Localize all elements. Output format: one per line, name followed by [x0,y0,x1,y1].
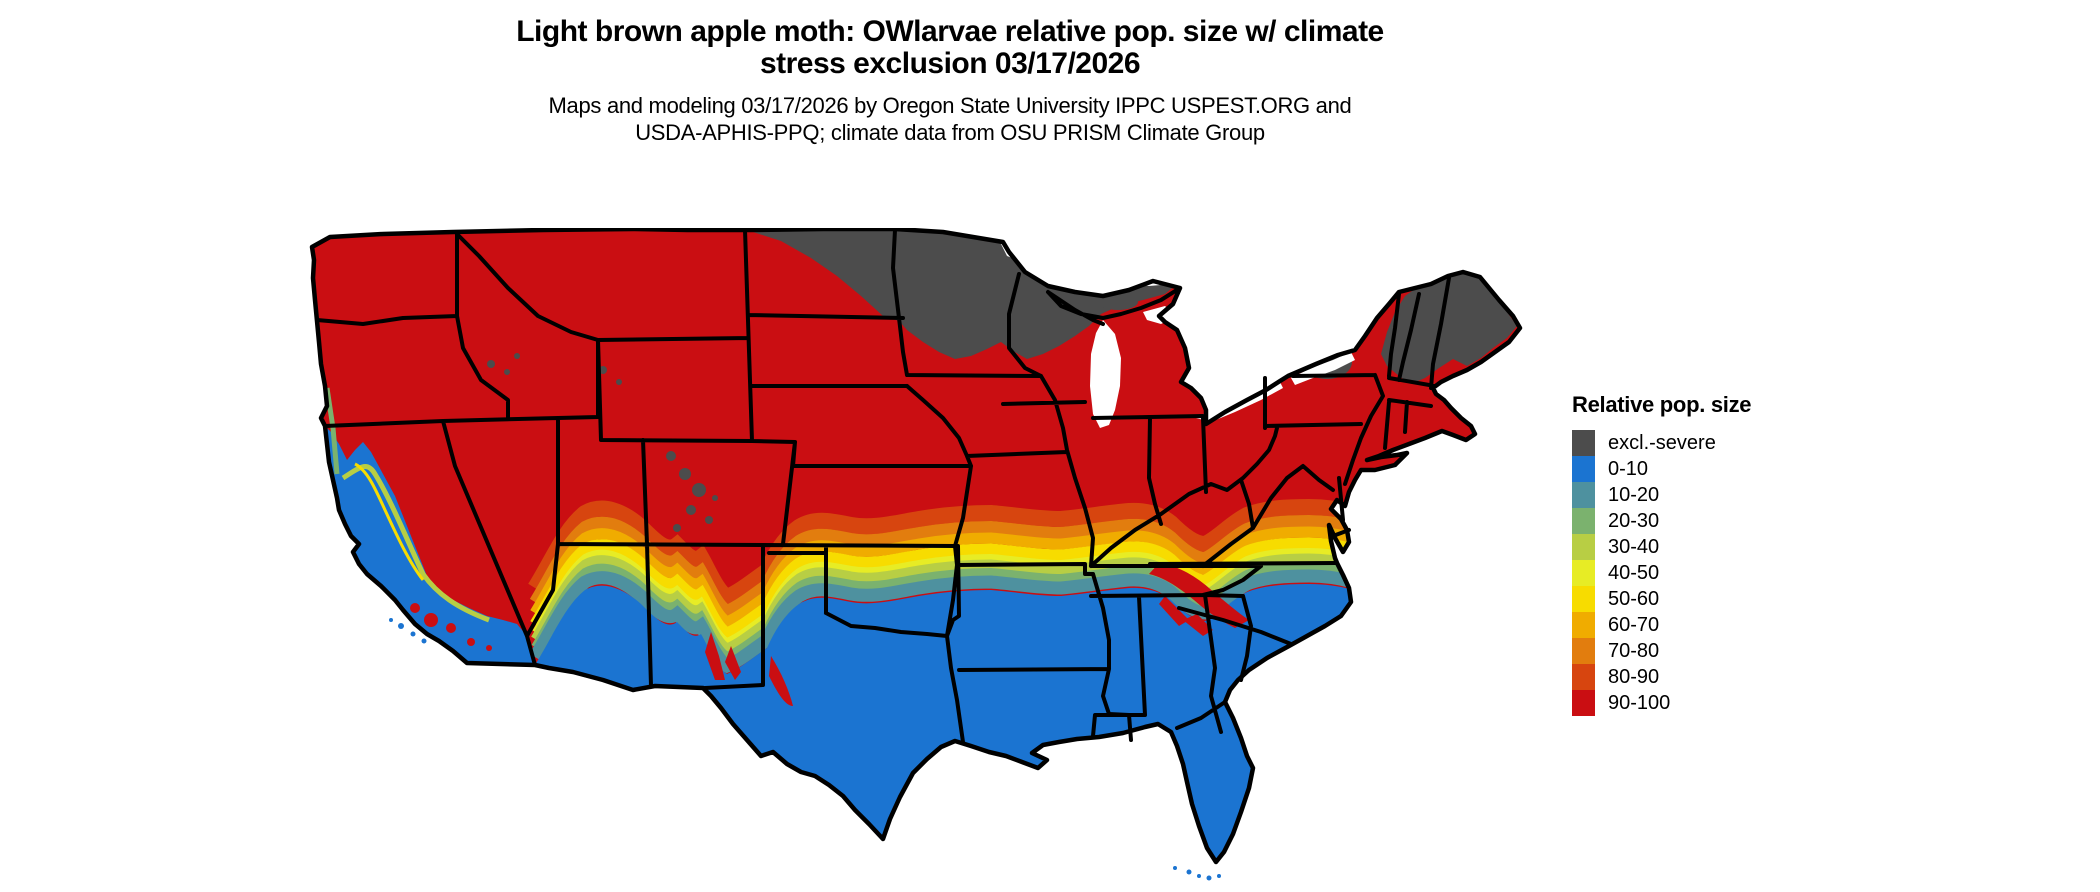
legend-swatch-80-90 [1572,664,1595,690]
legend-row: 80-90 [1572,664,1792,690]
map-subtitle-line2: USDA-APHIS-PPQ; climate data from OSU PR… [635,120,1265,145]
norcal-coast-fringe [324,387,340,475]
legend-row: 10-20 [1572,482,1792,508]
raster-fills [312,229,1520,862]
legend-swatch-excl-severe [1572,430,1595,456]
legend-swatch-60-70 [1572,612,1595,638]
rio-grande-red-fingers [705,632,793,706]
legend-label: 70-80 [1608,640,1660,662]
legend-row: 60-70 [1572,612,1792,638]
legend-swatch-10-20 [1572,482,1595,508]
region-california-0-10 [325,426,535,665]
legend-swatch-90-100 [1572,690,1595,716]
legend-row: 50-60 [1572,586,1792,612]
legend-label: 0-10 [1608,458,1649,480]
california-foothill-fringe-gold [354,462,425,581]
legend-row: 30-40 [1572,534,1792,560]
legend-label: 20-30 [1608,510,1660,532]
map-subtitle: Maps and modeling 03/17/2026 by Oregon S… [150,92,1750,146]
legend-swatch-50-60 [1572,586,1595,612]
conus-outline [309,228,1523,865]
legend-swatch-0-10 [1572,456,1595,482]
legend-swatch-40-50 [1572,560,1595,586]
legend-label: 40-50 [1608,562,1660,584]
map-subtitle-line1: Maps and modeling 03/17/2026 by Oregon S… [548,93,1352,118]
socal-mountain-red [410,603,492,651]
legend-label: excl.-severe [1608,432,1716,454]
islands [389,618,1221,881]
legend-swatch-30-40 [1572,534,1595,560]
map-title-line1: Light brown apple moth: OWlarvae relativ… [516,15,1384,48]
legend: Relative pop. size excl.-severe 0-10 10-… [1572,392,1792,716]
legend-label: 60-70 [1608,614,1660,636]
legend-label: 50-60 [1608,588,1660,610]
legend-label: 30-40 [1608,536,1660,558]
legend-label: 80-90 [1608,666,1660,688]
legend-row: 0-10 [1572,456,1792,482]
legend-swatch-70-80 [1572,638,1595,664]
legend-label: 90-100 [1608,692,1671,714]
legend-swatch-20-30 [1572,508,1595,534]
map-title-line2: stress exclusion 03/17/2026 [759,47,1141,80]
us-map [303,228,1533,883]
legend-row: 70-80 [1572,638,1792,664]
legend-row: 90-100 [1572,690,1792,716]
us-map-svg [309,228,1523,881]
region-south-0-10 [528,584,1443,862]
legend-row: excl.-severe [1572,430,1792,456]
lake-michigan [1090,320,1121,428]
legend-row: 20-30 [1572,508,1792,534]
legend-row: 40-50 [1572,560,1792,586]
state-borders [315,228,1451,744]
legend-label: 10-20 [1608,484,1660,506]
title-block: Light brown apple moth: OWlarvae relativ… [150,16,1750,146]
california-foothill-fringe [341,464,490,623]
legend-title: Relative pop. size [1572,392,1752,417]
